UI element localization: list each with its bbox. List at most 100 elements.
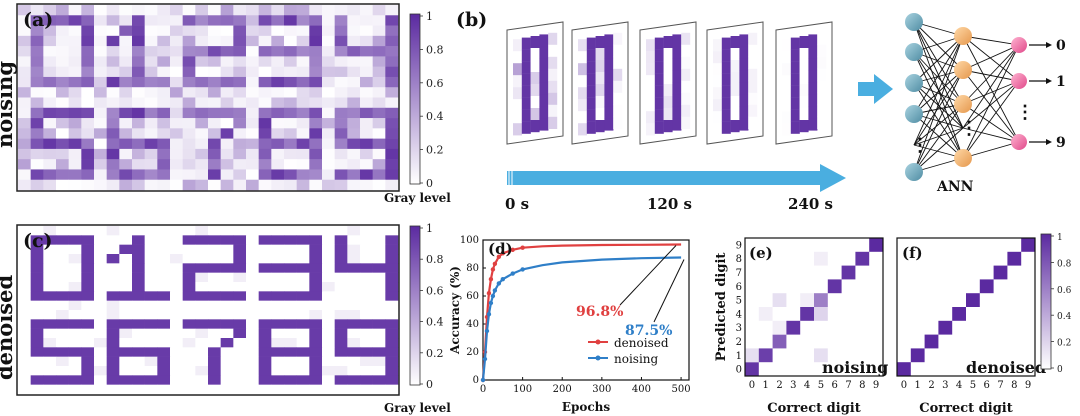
pixel-cell — [157, 138, 171, 150]
frame-pixel — [530, 84, 540, 97]
ann-edge — [913, 69, 964, 173]
pixel-cell — [385, 56, 399, 67]
pixel-cell — [284, 179, 297, 191]
frame-pixel — [681, 56, 691, 69]
panel-a: (a) noising 10.80.60.40.20 Gray level — [0, 3, 451, 205]
pixel-cell — [182, 235, 196, 245]
pixel-cell — [144, 148, 158, 160]
pixel-cell — [385, 375, 399, 385]
pixel-cell — [170, 107, 183, 119]
frame-pixel — [808, 34, 818, 47]
frame-pixel — [578, 63, 587, 76]
pixel-cell — [144, 235, 158, 245]
pixel-cell — [284, 328, 297, 339]
matrix-x-tick-label: 4 — [956, 380, 962, 391]
pixel-cell — [258, 291, 272, 301]
pixel-cell — [18, 272, 31, 283]
pixel-cell — [182, 254, 196, 264]
pixel-cell — [182, 159, 196, 170]
pixel-cell — [347, 118, 361, 129]
pixel-cell — [106, 356, 120, 367]
pixel-cell — [296, 159, 310, 170]
pixel-cell — [220, 244, 234, 255]
pixel-cell — [246, 138, 259, 150]
pixel-cell — [195, 282, 209, 292]
legend-marker — [595, 355, 601, 361]
pixel-cell — [56, 282, 69, 292]
pixel-cell — [81, 226, 95, 236]
frame-pixel — [530, 72, 540, 85]
pixel-cell — [309, 300, 323, 311]
pixel-cell — [296, 244, 310, 255]
colorbar-f — [1040, 233, 1052, 370]
pixel-cell — [309, 366, 323, 376]
pixel-cell — [81, 338, 95, 348]
pixel-cell — [119, 272, 133, 283]
time-label-240: 240 s — [788, 195, 833, 213]
pixel-cell — [309, 15, 323, 26]
pixel-cell — [309, 118, 323, 129]
pixel-cell — [195, 169, 209, 181]
pixel-cell — [132, 179, 145, 191]
pixel-cell — [360, 138, 373, 150]
pixel-cell — [182, 244, 196, 255]
pixel-cell — [271, 179, 285, 191]
frame-pixel — [548, 80, 558, 93]
pixel-cell — [182, 76, 196, 88]
pixel-cell — [233, 338, 247, 348]
pixel-cell — [195, 375, 209, 385]
pixel-cell — [94, 15, 107, 26]
pixel-cell — [220, 138, 234, 150]
pixel-cell — [246, 244, 259, 255]
pixel-cell — [246, 384, 259, 395]
frame-pixel — [730, 108, 740, 121]
pixel-cell — [271, 5, 285, 16]
pixel-cell — [170, 5, 183, 16]
matrix-y-tick-label: 0 — [736, 365, 742, 376]
frame-pixel — [613, 44, 623, 57]
pixel-cell — [43, 179, 57, 191]
matrix-cell — [827, 279, 842, 294]
pixel-cell — [309, 56, 323, 67]
frame-pixel — [586, 73, 596, 86]
pixel-cell — [106, 76, 120, 88]
ann-edge — [913, 69, 964, 115]
pixel-cell — [94, 338, 107, 348]
pixel-cell — [334, 76, 348, 88]
pixel-cell — [309, 338, 323, 348]
pixel-cell — [322, 319, 335, 329]
pixel-cell — [157, 310, 171, 320]
frame-pixel — [604, 82, 614, 95]
pixel-cell — [334, 5, 348, 16]
right-arrow — [858, 74, 893, 104]
frame-pixel — [782, 99, 791, 112]
pixel-cell — [170, 56, 183, 67]
pixel-cell — [296, 66, 310, 78]
pixel-cell — [322, 263, 335, 273]
pixel-cell — [208, 384, 221, 395]
pixel-cell — [258, 128, 272, 139]
pixel-cell — [56, 107, 69, 119]
pixel-cell — [119, 138, 133, 150]
pixel-cell — [195, 128, 209, 139]
pixel-cell — [132, 148, 145, 160]
pixel-cell — [220, 159, 234, 170]
pixel-cell — [81, 300, 95, 311]
frame-pixel — [663, 36, 673, 49]
pixel-cell — [233, 356, 247, 367]
pixel-cell — [170, 375, 183, 385]
colorbar-tick-label: 1 — [426, 10, 433, 23]
pixel-cell — [132, 291, 145, 301]
ann-edge — [913, 21, 964, 105]
pixel-cell — [258, 235, 272, 245]
frame-pixel — [586, 49, 596, 62]
ann-hidden-node — [954, 149, 972, 167]
pixel-cell — [271, 118, 285, 129]
frame-pixel — [799, 36, 809, 49]
pixel-cell — [334, 179, 348, 191]
pixel-cell — [360, 97, 373, 109]
pixel-cell — [43, 159, 57, 170]
pixel-cell — [246, 356, 259, 367]
pixel-cell — [94, 128, 107, 139]
pixel-cell — [195, 291, 209, 301]
